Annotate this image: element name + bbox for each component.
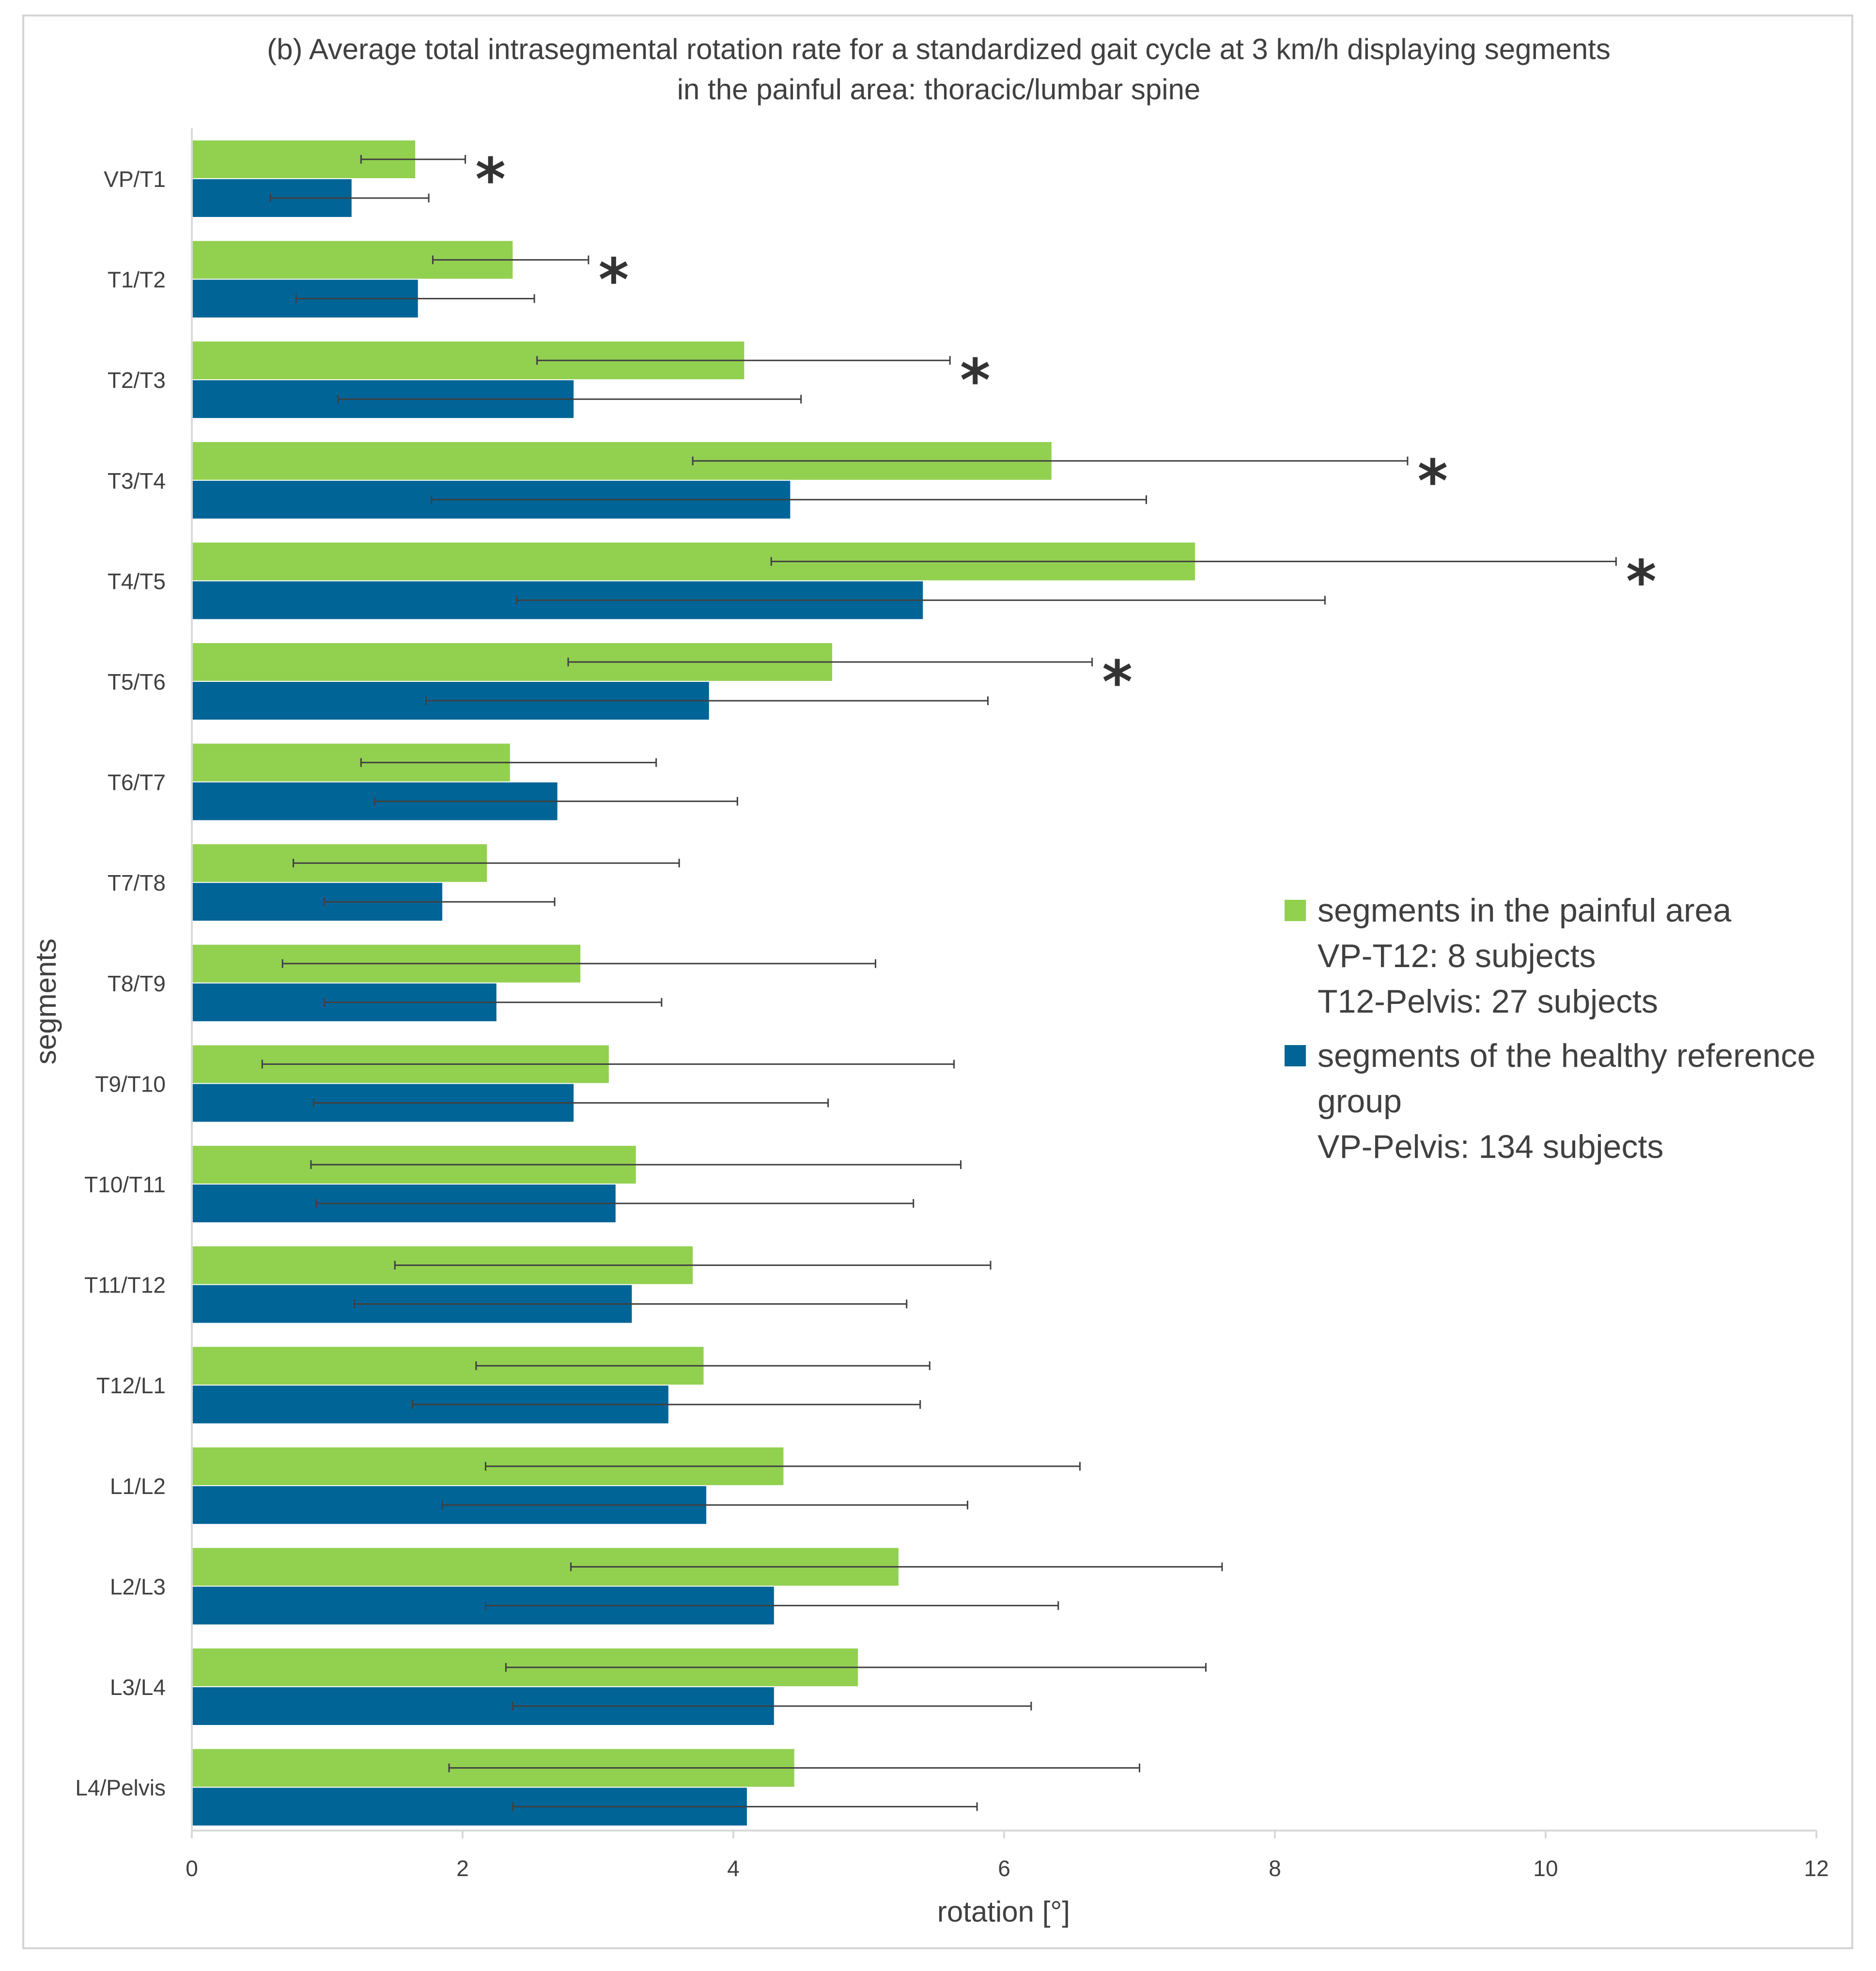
significance-marker-t3-t4: * <box>1418 448 1448 515</box>
category-label-t4-t5: T4/T5 <box>108 569 166 594</box>
legend: segments in the painful area VP-T12: 8 s… <box>1285 892 1815 1165</box>
error-bar-healthy-l3-l4 <box>512 1702 1032 1710</box>
significance-marker-t5-t6: * <box>1102 649 1132 716</box>
chart-title-line-2: in the painful area: thoracic/lumbar spi… <box>677 73 1201 106</box>
category-labels: VP/T1 T1/T2 T2/T3 T3/T4 T4/T5 T5/T6 T6/T7 T7/T8… <box>75 167 166 1801</box>
category-label-l1-l2: L1/L2 <box>110 1474 166 1499</box>
error-bar-healthy-l4-pelvis <box>512 1802 978 1811</box>
chart-title-line-1: (b) Average total intrasegmental rotatio… <box>267 33 1611 65</box>
category-label-vp-t1: VP/T1 <box>104 167 166 192</box>
category-label-t8-t9: T8/T9 <box>108 971 166 996</box>
error-bar-healthy-t3-t4 <box>431 495 1147 504</box>
x-tick-label-0: 0 <box>186 1856 198 1881</box>
error-bar-healthy-t7-t8 <box>324 897 556 907</box>
category-label-t7-t8: T7/T8 <box>108 870 166 895</box>
error-bar-painful-t11-t12 <box>394 1261 992 1270</box>
error-bar-painful-t8-t9 <box>281 959 876 968</box>
legend-healthy-line-2: group <box>1318 1083 1402 1120</box>
error-bar-painful-t7-t8 <box>293 859 680 868</box>
error-bar-painful-t9-t10 <box>261 1060 955 1069</box>
x-tick-label-10: 10 <box>1533 1856 1558 1881</box>
error-bar-painful-t6-t7 <box>360 758 657 767</box>
bars-layer <box>192 140 1195 1826</box>
error-bar-healthy-t1-t2 <box>295 294 535 303</box>
error-bar-healthy-t4-t5 <box>516 596 1326 605</box>
error-bar-healthy-t9-t10 <box>313 1098 829 1108</box>
category-label-t12-l1: T12/L1 <box>96 1373 166 1398</box>
error-bar-healthy-l1-l2 <box>441 1500 969 1509</box>
category-label-t5-t6: T5/T6 <box>108 669 166 694</box>
category-label-t2-t3: T2/T3 <box>108 368 166 393</box>
x-tick-label-12: 12 <box>1804 1856 1829 1881</box>
x-tick-label-2: 2 <box>456 1856 469 1881</box>
error-bar-healthy-t10-t11 <box>315 1199 915 1208</box>
significance-marker-t2-t3: * <box>960 347 991 415</box>
error-bar-painful-t12-l1 <box>475 1361 930 1370</box>
legend-painful-line-1: segments in the painful area <box>1318 892 1731 929</box>
error-bar-painful-l2-l3 <box>570 1562 1223 1571</box>
error-bar-healthy-l2-l3 <box>485 1601 1059 1610</box>
error-bar-painful-t5-t6 <box>567 658 1093 666</box>
x-tick-labels: 0 2 4 6 8 10 12 <box>186 1856 1829 1881</box>
error-bar-painful-l1-l2 <box>485 1462 1081 1471</box>
legend-swatch-healthy <box>1285 1045 1306 1066</box>
significance-marker-vp-t1: * <box>475 146 506 214</box>
category-label-t11-t12: T11/T12 <box>84 1273 166 1298</box>
error-bar-healthy-t11-t12 <box>353 1299 908 1309</box>
error-bars-layer <box>261 155 1617 1811</box>
error-bar-healthy-vp-t1 <box>269 194 430 202</box>
error-bar-painful-t10-t11 <box>310 1160 962 1169</box>
legend-healthy-line-1: segments of the healthy reference <box>1318 1037 1815 1074</box>
significance-markers: * * * * * * <box>475 146 1657 716</box>
legend-swatch-painful <box>1285 900 1306 921</box>
error-bar-painful-t2-t3 <box>536 356 951 365</box>
error-bar-painful-t1-t2 <box>432 255 589 264</box>
category-label-t3-t4: T3/T4 <box>108 468 166 493</box>
category-label-l2-l3: L2/L3 <box>110 1574 166 1599</box>
category-label-l4-pelvis: L4/Pelvis <box>75 1775 166 1801</box>
significance-marker-t1-t2: * <box>599 247 629 314</box>
x-tick-label-8: 8 <box>1269 1856 1281 1881</box>
category-label-t9-t10: T9/T10 <box>95 1071 166 1096</box>
legend-painful-line-3: T12-Pelvis: 27 subjects <box>1318 983 1658 1020</box>
error-bar-painful-vp-t1 <box>360 155 466 164</box>
x-tick-label-4: 4 <box>727 1856 740 1881</box>
category-label-t10-t11: T10/T11 <box>84 1172 166 1197</box>
x-tick-label-6: 6 <box>998 1856 1010 1881</box>
legend-healthy-line-3: VP-Pelvis: 134 subjects <box>1318 1128 1663 1165</box>
error-bar-painful-l4-pelvis <box>448 1763 1140 1772</box>
category-label-l3-l4: L3/L4 <box>110 1675 166 1700</box>
category-label-t1-t2: T1/T2 <box>108 267 166 293</box>
category-label-t6-t7: T6/T7 <box>108 770 166 795</box>
error-bar-healthy-t2-t3 <box>337 395 802 404</box>
significance-marker-t4-t5: * <box>1626 548 1657 616</box>
error-bar-painful-t3-t4 <box>692 456 1409 465</box>
error-bar-healthy-t12-l1 <box>412 1400 921 1409</box>
error-bar-painful-t4-t5 <box>770 557 1617 566</box>
error-bar-painful-l3-l4 <box>505 1663 1207 1672</box>
axes <box>191 128 1817 1838</box>
error-bar-healthy-t6-t7 <box>373 797 738 806</box>
error-bar-healthy-t5-t6 <box>425 696 989 705</box>
y-axis-label: segments <box>30 939 62 1064</box>
error-bar-healthy-t8-t9 <box>324 998 663 1007</box>
x-axis-label: rotation [°] <box>937 1895 1070 1928</box>
legend-painful-line-2: VP-T12: 8 subjects <box>1318 938 1596 974</box>
